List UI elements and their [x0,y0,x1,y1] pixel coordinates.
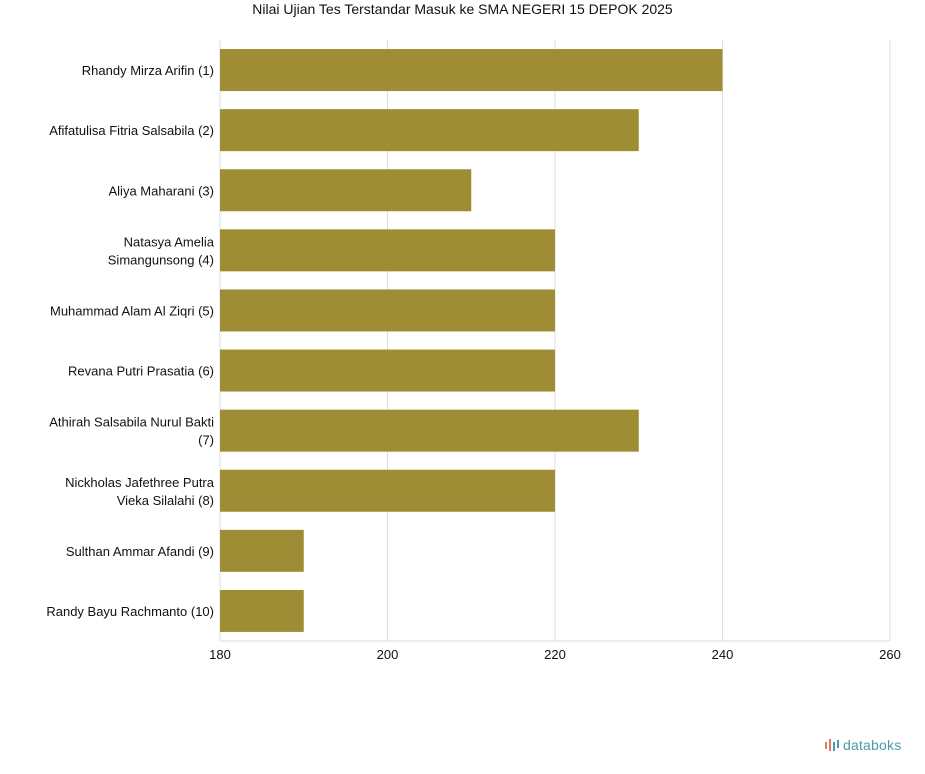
bar-3[interactable] [220,169,472,212]
category-label-7: Athirah Salsabila Nurul Bakti (7) [49,415,214,448]
x-tick-label: 200 [377,647,399,662]
category-label-6: Revana Putri Prasatia (6) [68,364,214,379]
x-tick-label: 180 [209,647,231,662]
category-label-line: Afifatulisa Fitria Salsabila (2) [49,123,214,138]
bar-2[interactable] [220,109,639,152]
x-tick-label: 260 [879,647,901,662]
category-label-4: Natasya Amelia Simangunsong (4) [108,234,215,267]
x-tick-labels: 180 200 220 240 260 [209,647,901,662]
databoks-logo[interactable]: databoks [824,735,924,755]
category-label-line: Revana Putri Prasatia (6) [68,364,214,379]
bar-8[interactable] [220,469,555,512]
category-label-line: (7) [198,433,214,448]
category-label-line: Vieka Silalahi (8) [117,493,214,508]
bar-10[interactable] [220,589,304,632]
category-label-10: Randy Bayu Rachmanto (10) [46,604,214,619]
category-labels: Rhandy Mirza Arifin (1) Afifatulisa Fitri… [46,63,214,619]
bar-9[interactable] [220,529,304,572]
category-label-line: Sulthan Ammar Afandi (9) [66,544,214,559]
category-label-line: Aliya Maharani (3) [109,183,215,198]
category-label-1: Rhandy Mirza Arifin (1) [82,63,214,78]
category-label-line: Simangunsong (4) [108,252,214,267]
category-label-2: Afifatulisa Fitria Salsabila (2) [49,123,214,138]
bars [220,49,723,632]
x-tick-label: 220 [544,647,566,662]
bar-7[interactable] [220,409,639,452]
category-label-line: Athirah Salsabila Nurul Bakti [49,415,214,430]
bar-1[interactable] [220,49,723,92]
chart-title: Nilai Ujian Tes Terstandar Masuk ke SMA … [252,1,673,17]
category-label-8: Nickholas Jafethree Putra Vieka Silalahi … [65,475,215,508]
category-label-9: Sulthan Ammar Afandi (9) [66,544,214,559]
category-label-line: Randy Bayu Rachmanto (10) [46,604,214,619]
bar-6[interactable] [220,349,555,392]
category-label-line: Nickholas Jafethree Putra [65,475,215,490]
category-label-line: Rhandy Mirza Arifin (1) [82,63,214,78]
category-label-line: Natasya Amelia [124,234,215,249]
databoks-logo-text: databoks [843,737,902,753]
bar-4[interactable] [220,229,555,272]
category-label-5: Muhammad Alam Al Ziqri (5) [50,303,214,318]
category-label-line: Muhammad Alam Al Ziqri (5) [50,303,214,318]
bar-5[interactable] [220,289,555,332]
x-tick-label: 240 [712,647,734,662]
databoks-logo-icon [825,739,839,751]
category-label-3: Aliya Maharani (3) [109,183,215,198]
